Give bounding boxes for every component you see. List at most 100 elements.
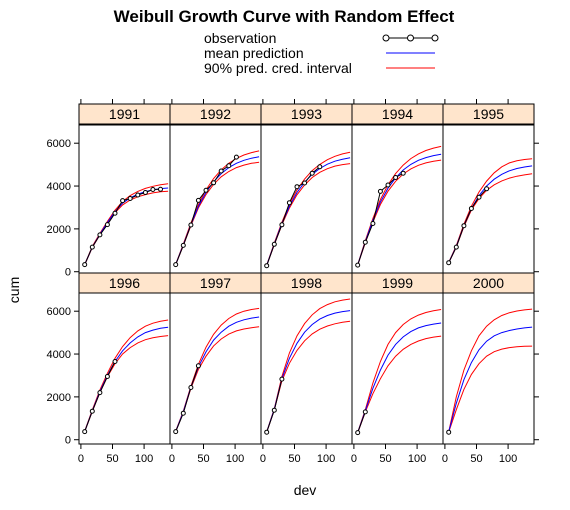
observation-line: [175, 156, 237, 265]
observation-point: [226, 163, 232, 169]
mean-prediction-line: [448, 326, 533, 433]
panel-frame: [260, 124, 353, 277]
x-tick-label: 0: [351, 453, 357, 465]
x-tick-label: 0: [78, 453, 84, 465]
observation-point: [362, 409, 368, 415]
observation-line: [448, 188, 487, 263]
observation-point: [173, 429, 179, 435]
x-tick-label: 50: [197, 453, 209, 465]
observation-point: [317, 164, 323, 170]
legend-key-point: [382, 34, 390, 42]
lower-interval-line: [357, 335, 442, 434]
panel-strip: [442, 103, 535, 125]
upper-interval-line: [175, 307, 260, 432]
x-tick-label: 0: [442, 453, 448, 465]
observation-point: [370, 221, 376, 226]
upper-interval-line: [266, 298, 351, 432]
observation-point: [188, 222, 194, 228]
panel-strip-label: 1998: [291, 275, 322, 291]
observation-point: [476, 194, 482, 200]
x-tick-label: 50: [470, 453, 482, 465]
upper-interval-line: [357, 309, 442, 433]
observation-point: [453, 244, 459, 250]
lower-interval-line: [84, 190, 169, 266]
upper-interval-line: [84, 319, 169, 432]
observation-point: [264, 429, 270, 435]
legend-keys: [382, 34, 439, 69]
panel-strip-label: 1999: [382, 275, 413, 291]
panel-strip-label: 1997: [200, 275, 231, 291]
axes: 0 2000 4000 6000 0 50 100 0 2000 4000 6000 0 50 100 0 5…: [47, 99, 539, 465]
upper-interval-line: [175, 150, 260, 265]
lower-interval-line: [448, 173, 533, 264]
panel-frame: [169, 124, 262, 277]
mean-prediction-line: [266, 157, 351, 266]
observation-point: [142, 190, 148, 195]
observation-point: [279, 376, 285, 382]
observation-point: [195, 197, 201, 203]
observation-point: [233, 154, 239, 160]
observation-point: [89, 244, 95, 250]
observation-point: [150, 187, 156, 192]
upper-interval-line: [448, 158, 533, 263]
observation-point: [120, 198, 126, 204]
lower-interval-line: [448, 345, 533, 433]
y-tick-label: 6000: [47, 306, 71, 318]
observation-point: [309, 170, 315, 176]
mean-prediction-line: [175, 156, 260, 265]
y-tick-label: 0: [65, 267, 71, 279]
panel-strip-label: 2000: [473, 275, 504, 291]
observation-line: [357, 411, 366, 433]
panel-1997: 1997: [169, 272, 262, 445]
panel-frame: [169, 292, 262, 445]
observation-point: [188, 385, 194, 390]
observation-point: [302, 180, 308, 186]
panel-strip-label: 1995: [473, 106, 504, 122]
y-tick-label: 2000: [47, 392, 71, 404]
x-tick-label: 100: [317, 453, 335, 465]
x-tick-label: 100: [408, 453, 426, 465]
y-tick-label: 6000: [47, 138, 71, 150]
observation-point: [89, 408, 95, 414]
panel-frame: [351, 292, 444, 445]
observation-line: [357, 172, 404, 266]
observation-point: [461, 223, 467, 229]
observation-point: [203, 187, 209, 193]
observation-point: [294, 184, 300, 190]
observation-point: [377, 188, 383, 194]
panel-1999: 1999: [351, 272, 444, 445]
upper-interval-line: [84, 183, 169, 265]
legend: observation mean prediction 90% pred. cr…: [204, 30, 439, 76]
observation-point: [271, 407, 277, 413]
x-tick-label: 100: [135, 453, 153, 465]
mean-prediction-line: [84, 326, 169, 432]
panel-frame: [78, 292, 171, 445]
mean-prediction-line: [175, 316, 260, 432]
panel-1998: 1998: [260, 272, 353, 445]
mean-prediction-line: [266, 310, 351, 433]
observation-point: [104, 374, 110, 379]
panel-1993: 1993: [260, 103, 353, 277]
observation-point: [195, 363, 201, 369]
panel-grid: 1991 1992 1993 1994 1995 1996 1997 1998 1999 2000: [78, 103, 535, 445]
upper-interval-line: [357, 145, 442, 265]
x-tick-label: 100: [226, 453, 244, 465]
x-tick-label: 50: [379, 453, 391, 465]
observation-point: [446, 260, 452, 266]
panel-strip: [442, 272, 535, 294]
panel-1991: 1991: [78, 103, 171, 277]
mean-prediction-line: [357, 153, 442, 266]
legend-label-observation: observation: [204, 30, 276, 46]
observation-point: [127, 196, 133, 201]
observation-point: [446, 429, 452, 435]
panel-2000: 2000: [442, 272, 535, 445]
observation-line: [266, 378, 283, 433]
observation-point: [355, 262, 361, 268]
observation-point: [286, 200, 292, 206]
panel-strip-label: 1996: [109, 275, 140, 291]
mean-prediction-line: [448, 165, 533, 263]
observation-point: [173, 262, 179, 268]
x-tick-label: 50: [106, 453, 118, 465]
panel-frame: [351, 124, 444, 277]
panel-1994: 1994: [351, 103, 444, 277]
